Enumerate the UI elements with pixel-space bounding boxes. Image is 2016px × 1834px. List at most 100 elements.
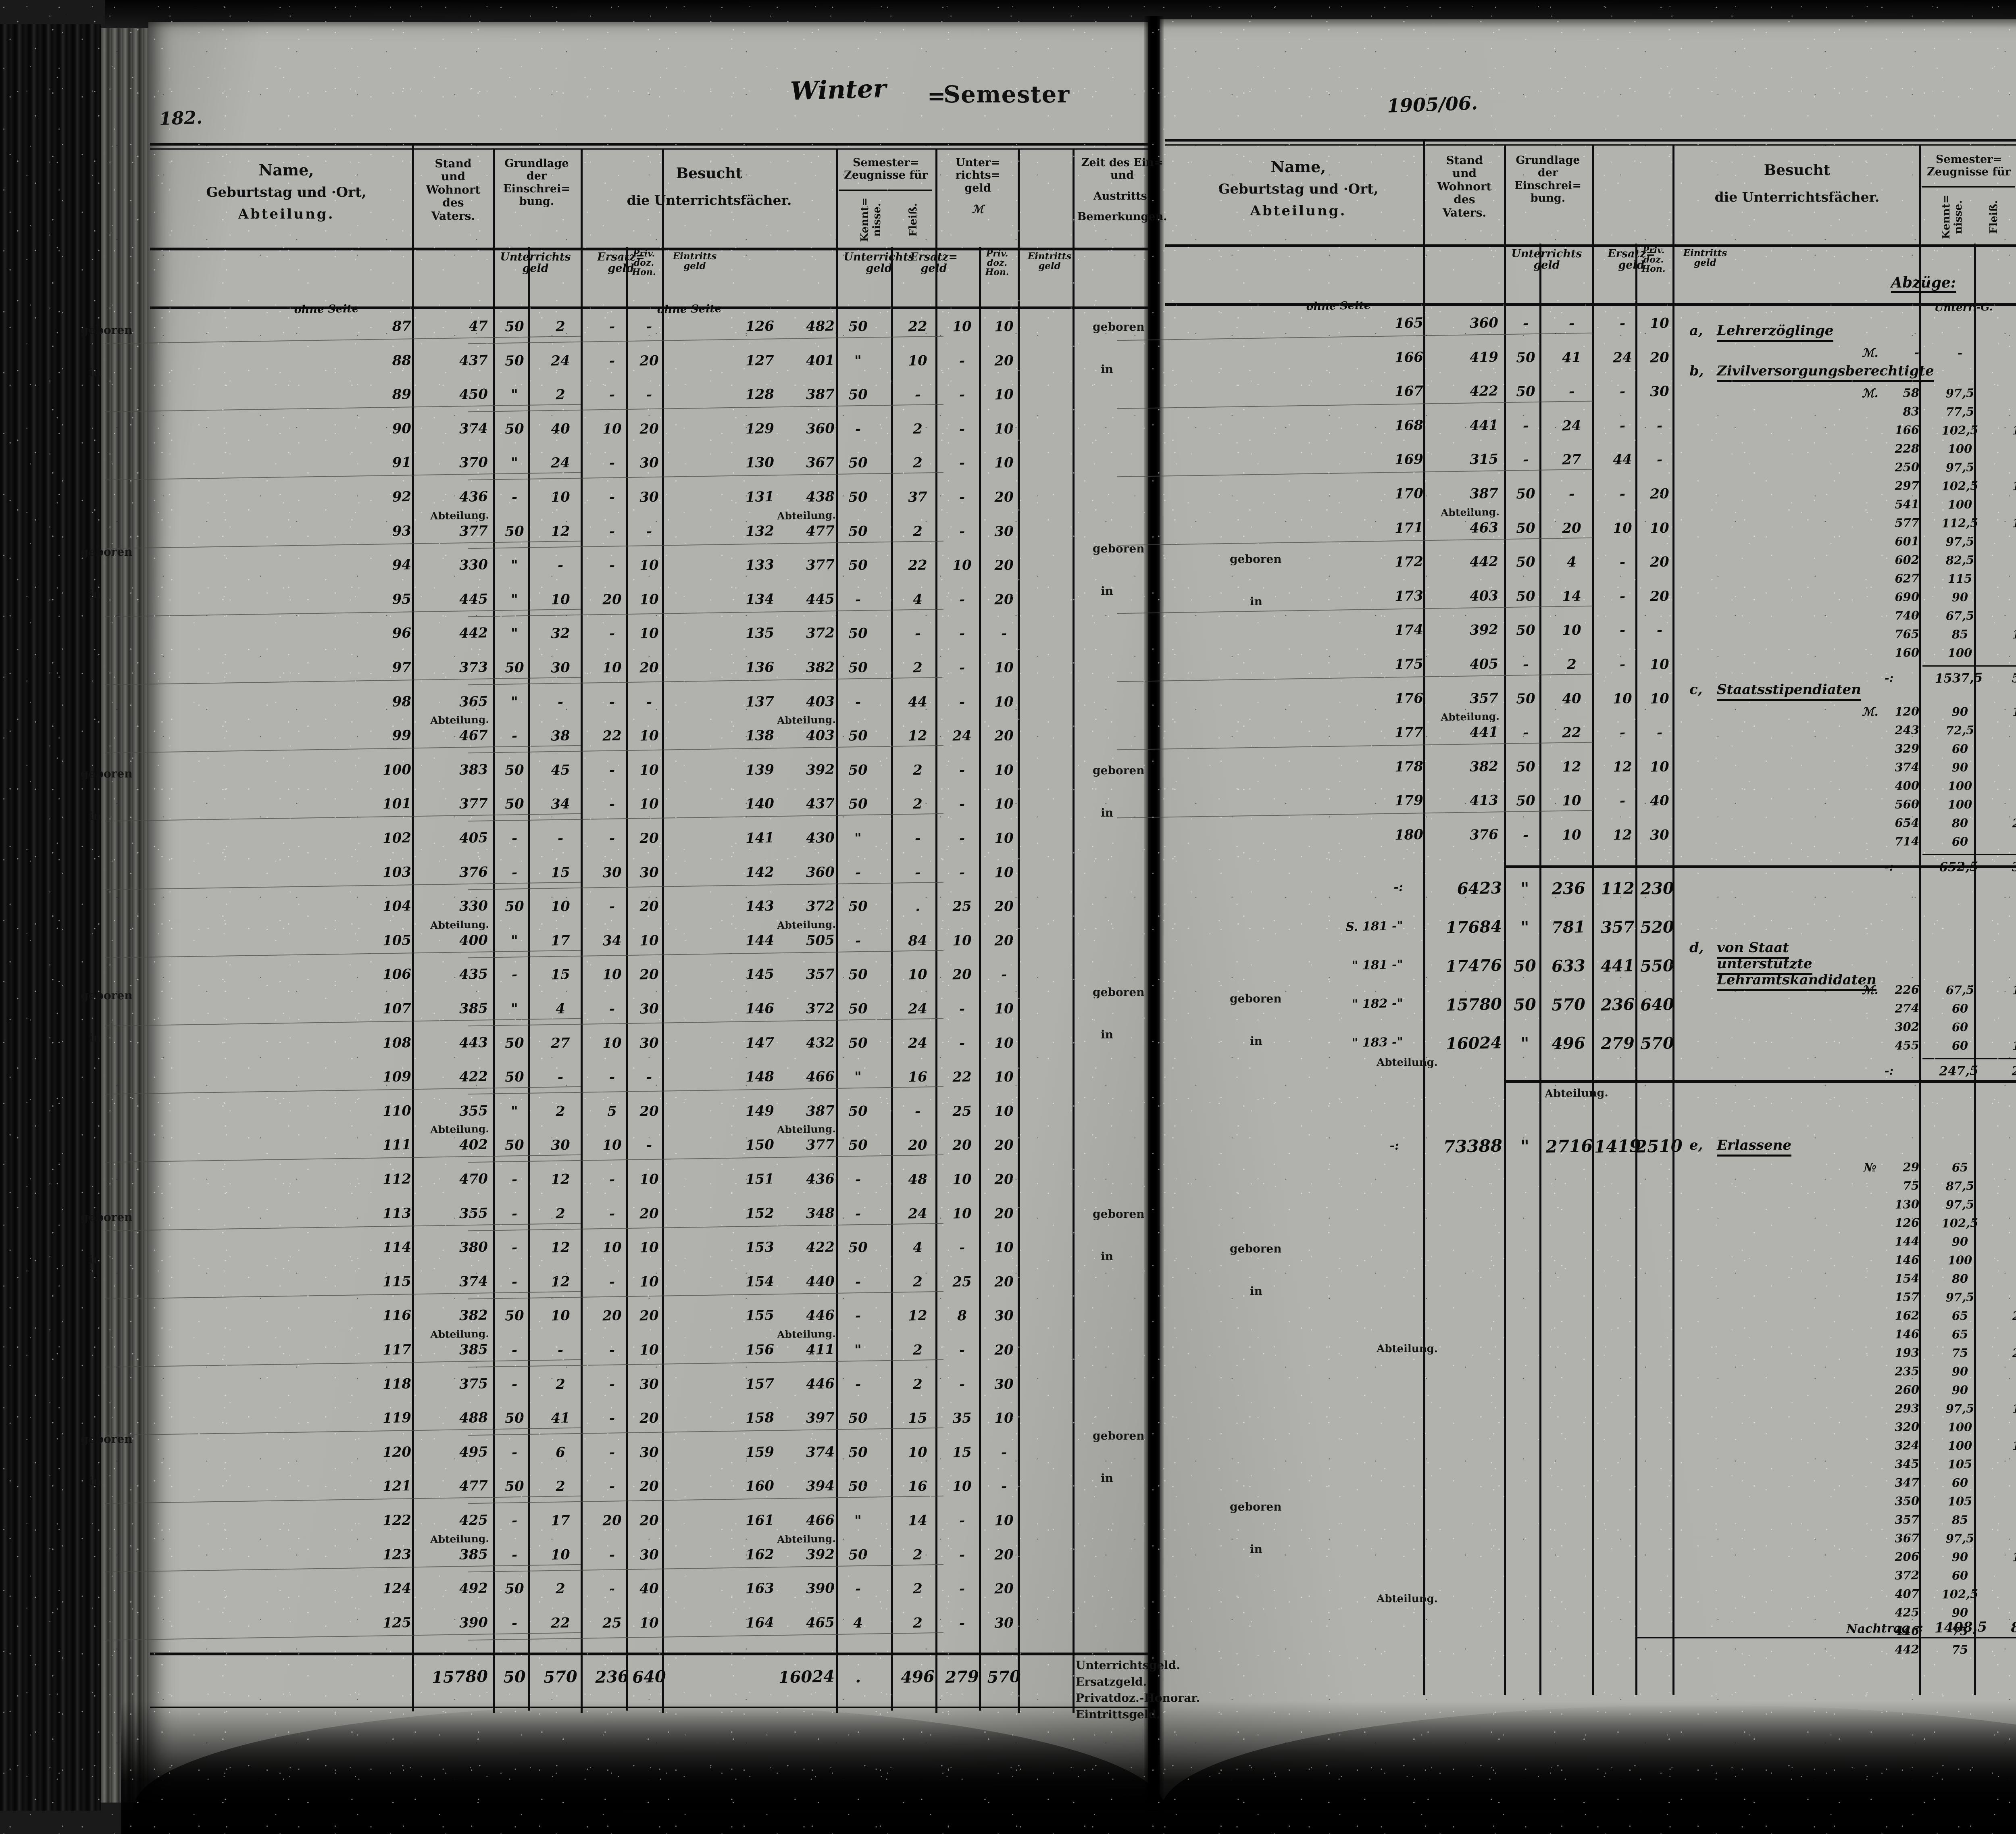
deduction-row-number: 367 (1895, 1531, 1920, 1545)
left-col-a-privatdoz-honorar: - (609, 489, 615, 506)
left-col-a-privatdoz-honorar: - (609, 387, 615, 403)
right-col-a-unterrichtsgeld-pf: - (1522, 417, 1529, 434)
deduction-eintrittsgeld: 12 (2012, 1438, 2016, 1453)
left-col-b-row-number: 127 (745, 352, 775, 369)
left-col-b-unterrichtsgeld-pf: - (855, 1273, 861, 1290)
left-col-a-row-number: 125 (382, 1614, 412, 1632)
deduction-row-number: 714 (1895, 834, 1920, 848)
left-col-a-carry-label: ohne Seite (294, 302, 359, 316)
row-label-in: in (1101, 584, 1113, 598)
summary-ersatzgeld: 781 (1551, 917, 1586, 937)
left-col-b-ersatzgeld: 2 (912, 523, 923, 540)
left-col-a-unterrichtsgeld-pf: 50 (504, 1580, 525, 1597)
summary-eintrittsgeld: 570 (1640, 1033, 1674, 1053)
left-col-b-ersatzgeld: 10 (908, 966, 928, 983)
deduction-eintrittsgeld: - (1994, 1420, 2016, 1434)
left-col-b-privatdoz-honorar: 10 (952, 1205, 972, 1222)
left-col-b-eintrittsgeld: 30 (994, 1615, 1014, 1632)
right-col-a-unterrichtsgeld: 382 (1469, 758, 1499, 775)
left-col-a-row-number: 95 (392, 591, 412, 608)
summary-unterrichtsgeld: 6423 (1457, 878, 1502, 898)
left-col-a-unterrichtsgeld: 437 (459, 352, 488, 369)
deduction-eintrittsgeld: 2 (1994, 1457, 2016, 1471)
right-col-a-unterrichtsgeld-pf: - (1522, 315, 1529, 332)
deduction-section-key: b, (1689, 363, 1704, 379)
left-col-b-eintrittsgeld: 10 (994, 454, 1014, 471)
deduction-eintrittsgeld: - (1994, 742, 2016, 756)
deduction-section-key: d, (1689, 940, 1704, 956)
summary-unterrichtsgeld: 16024 (1445, 1033, 1502, 1053)
deduction-unterrichtsgeld: 97,5 (1945, 1531, 1974, 1546)
left-col-a-privatdoz-honorar: 10 (602, 966, 622, 983)
deduction-section-title: von Staat unterstützte Lehramtskandidate… (1717, 940, 1876, 991)
left-col-a-unterrichtsgeld: 405 (459, 829, 488, 846)
left-col-b-ersatzgeld: 4 (912, 1239, 923, 1256)
deduction-eintrittsgeld: 21 (2012, 816, 2016, 830)
right-col-a-ersatzgeld: 22 (1562, 724, 1582, 741)
left-col-a-row-number: 106 (382, 966, 412, 983)
left-col-a-row-number: 90 (392, 420, 412, 437)
left-col-a-ersatzgeld: - (557, 1069, 564, 1086)
left-col-b-unterrichtsgeld: 430 (806, 829, 835, 846)
deduction-unterrichtsgeld: 60 (1951, 1476, 1968, 1490)
deduction-unterrichtsgeld: 102,5 (1941, 1216, 1979, 1230)
left-col-b-privatdoz-honorar: 10 (952, 318, 972, 335)
deduction-eintrittsgeld: - (1994, 779, 2016, 793)
right-col-a-privatdoz-honorar: - (1619, 417, 1626, 434)
left-col-a-ersatzgeld: 24 (550, 352, 571, 369)
right-col-a-privatdoz-honorar: 24 (1612, 349, 1633, 366)
left-col-b-ersatzgeld: 16 (908, 1478, 928, 1495)
deduction-eintrittsgeld: 10 (2012, 516, 2016, 530)
deduction-section-title: Zivilversorgungsberechtigte (1717, 363, 1934, 382)
left-col-b-unterrichtsgeld: 372 (806, 1000, 835, 1017)
left-col-b-unterrichtsgeld-pf: - (855, 1308, 861, 1324)
left-col-a-unterrichtsgeld: 373 (459, 659, 488, 676)
grandtotal-ersatzgeld: 2716 (1545, 1136, 1593, 1157)
bottom-shadow (121, 1701, 2016, 1834)
left-col-a-privatdoz-honorar: - (609, 898, 615, 915)
summary-privatdoz: 279 (1600, 1033, 1635, 1053)
right-col-a-ersatzgeld: 24 (1562, 417, 1582, 434)
left-col-b-ersatzgeld: 24 (908, 1035, 928, 1052)
left-col-a-row-number: 108 (382, 1034, 412, 1051)
left-col-a-eintrittsgeld: 10 (639, 1239, 659, 1256)
left-col-b-division-label: Abteilung. (777, 1532, 836, 1545)
left-col-b-unterrichtsgeld: 403 (806, 727, 835, 744)
left-col-a-unterrichtsgeld-pf: 50 (504, 421, 525, 438)
left-col-b-privatdoz-honorar: - (959, 864, 965, 881)
right-col-a-eintrittsgeld: 20 (1649, 588, 1670, 605)
deduction-unterrichtsgeld: 85 (1951, 1513, 1968, 1527)
left-col-a-privatdoz-honorar: - (609, 762, 615, 778)
deduction-eintrittsgeld: - (1994, 346, 2016, 360)
deduction-eintrittsgeld: 25 (2012, 1309, 2016, 1323)
left-col-a-privatdoz-honorar: - (609, 1000, 615, 1017)
left-col-b-eintrittsgeld: 20 (994, 591, 1014, 608)
left-col-b-row-number: 149 (745, 1102, 775, 1120)
deduction-section-title-text: Staatsstipendiaten (1717, 681, 1861, 701)
left-col-b-row-number: 133 (745, 557, 775, 574)
left-col-a-row-number: 121 (382, 1478, 412, 1495)
deduction-row-number: 374 (1895, 760, 1920, 774)
deduction-eintrittsgeld: 10 (2012, 1038, 2016, 1053)
left-col-b-unterrichtsgeld-pf: - (855, 864, 861, 881)
rule-v-a1 (493, 148, 495, 1713)
left-col-a-unterrichtsgeld: 435 (459, 966, 488, 983)
left-col-b-unterrichtsgeld-pf: 50 (848, 796, 868, 813)
left-col-b-unterrichtsgeld: 438 (806, 488, 835, 505)
header-remarks: Zeit des Ein= und Austritts. Bemerkungen… (1077, 156, 1167, 223)
left-col-a-ersatzgeld: 2 (555, 318, 566, 335)
grandtotal-label: -: (1389, 1138, 1400, 1153)
left-col-b-privatdoz-honorar: 25 (952, 898, 972, 915)
deduction-unterrichtsgeld: 100 (1947, 442, 1972, 456)
left-col-a-unterrichtsgeld: 374 (459, 1273, 488, 1290)
left-col-b-privatdoz-honorar: - (959, 352, 965, 369)
right-col-a-unterrichtsgeld: 442 (1469, 553, 1499, 571)
left-col-a-unterrichtsgeld-pf: 50 (504, 318, 525, 335)
left-col-b-row-number: 137 (745, 693, 775, 710)
left-col-a-unterrichtsgeld-pf: " (510, 387, 519, 403)
left-col-a-eintrittsgeld: 20 (639, 1478, 659, 1495)
deduction-row-number: 146 (1895, 1253, 1920, 1267)
deductions-col-head-unterrichtsgeld: Unterr.-G. (1934, 301, 1993, 315)
deduction-row-number: 442 (1895, 1642, 1920, 1657)
left-col-b-ersatzgeld: 84 (908, 932, 928, 949)
